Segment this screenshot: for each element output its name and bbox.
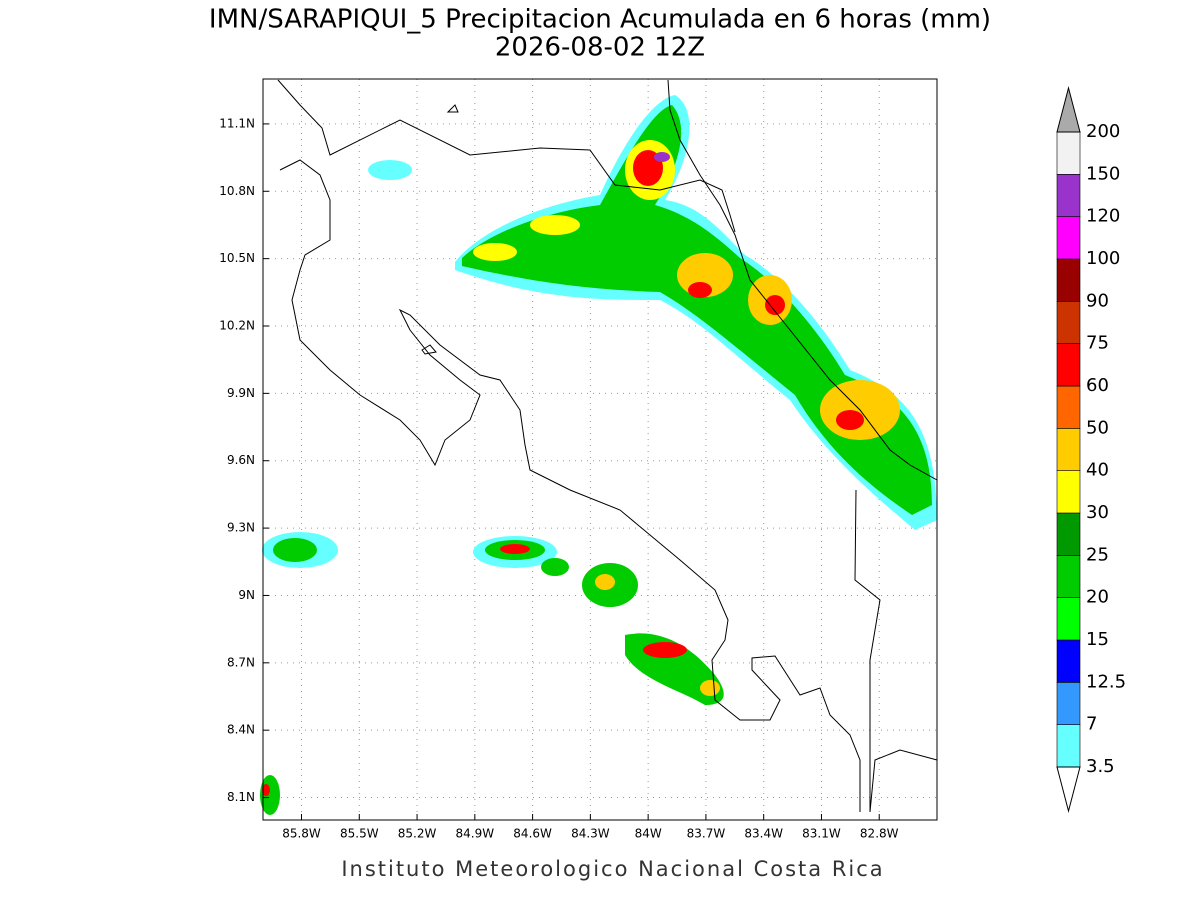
lon-tick-label: 83.4W — [744, 827, 783, 841]
rain-core — [836, 410, 864, 430]
colorbar-label: 25 — [1086, 544, 1109, 565]
colorbar-bin — [1056, 174, 1081, 217]
rain-area — [541, 558, 569, 576]
colorbar-bin — [1056, 512, 1081, 556]
coastline — [869, 749, 938, 813]
rain-core — [688, 282, 712, 298]
footer: Instituto Meteorologico Nacional Costa R… — [341, 857, 884, 881]
lon-tick-label: 85.5W — [340, 827, 379, 841]
colorbar-bin — [1056, 343, 1081, 387]
lat-tick-label: 9.3N — [227, 521, 255, 535]
coastline — [277, 79, 736, 233]
colorbar-label: 60 — [1086, 375, 1109, 396]
rain-core — [500, 544, 530, 554]
island — [446, 104, 459, 113]
lon-tick-label: 83.7W — [687, 827, 726, 841]
colorbar-under — [1056, 766, 1081, 813]
colorbar-bin — [1056, 470, 1081, 514]
colorbar-label: 7 — [1086, 714, 1097, 735]
lat-tick-label: 9.6N — [227, 453, 255, 467]
rain-core — [262, 784, 270, 796]
colorbar-bin — [1056, 639, 1081, 683]
colorbar-label: 120 — [1086, 206, 1120, 227]
colorbar: 3.5 7 12.5 15 20 25 30 40 50 60 75 90 100 120 150 200 — [1056, 86, 1126, 813]
rain-core — [595, 574, 615, 590]
lat-tick-label: 10.2N — [219, 319, 255, 333]
lon-tick-label: 83.1W — [802, 827, 841, 841]
rain-band-south — [260, 160, 724, 815]
lon-tick-label: 84.9W — [456, 827, 495, 841]
rain-core — [643, 642, 687, 658]
colorbar-over — [1056, 86, 1081, 133]
colorbar-label: 3.5 — [1086, 756, 1115, 777]
lat-tick-label: 8.7N — [227, 655, 255, 669]
rain-core — [530, 215, 580, 235]
colorbar-label: 30 — [1086, 502, 1109, 523]
colorbar-bin — [1056, 301, 1081, 344]
lon-tick-label: 85.2W — [398, 827, 437, 841]
colorbar-label: 12.5 — [1086, 671, 1126, 692]
rain-core — [654, 152, 670, 162]
subtitle: 2026-08-02 12Z — [495, 33, 705, 63]
colorbar-label: 15 — [1086, 629, 1109, 650]
colorbar-label: 50 — [1086, 417, 1109, 438]
colorbar-bin — [1056, 216, 1081, 260]
border — [667, 79, 938, 481]
colorbar-label: 150 — [1086, 163, 1120, 184]
lon-tick-label: 84.6W — [513, 827, 552, 841]
lat-tick-label: 8.4N — [227, 723, 255, 737]
rain-area — [273, 538, 317, 562]
lat-tick-label: 11.1N — [219, 116, 255, 130]
precipitation-field — [260, 95, 937, 815]
rain-core — [765, 295, 785, 315]
colorbar-bin — [1056, 131, 1081, 175]
lon-tick-label: 84.3W — [571, 827, 610, 841]
border — [854, 489, 881, 812]
lat-tick-label: 10.5N — [219, 251, 255, 265]
lon-tick-label: 85.8W — [282, 827, 321, 841]
rain-band-north — [455, 95, 937, 530]
colorbar-label: 40 — [1086, 460, 1109, 481]
colorbar-bin — [1056, 555, 1081, 598]
colorbar-bin — [1056, 682, 1081, 725]
colorbar-bin — [1056, 385, 1081, 429]
rain-core — [700, 680, 720, 696]
lat-tick-label: 9.9N — [227, 386, 255, 400]
colorbar-bin — [1056, 258, 1081, 302]
island — [421, 344, 437, 355]
lat-tick-label: 9N — [238, 588, 255, 602]
colorbar-bin — [1056, 428, 1081, 471]
colorbar-label: 100 — [1086, 248, 1120, 269]
coastlines — [277, 79, 938, 813]
lon-tick-label: 82.8W — [860, 827, 899, 841]
colorbar-label: 20 — [1086, 587, 1109, 608]
title: IMN/SARAPIQUI_5 Precipitacion Acumulada … — [209, 5, 991, 35]
lat-tick-label: 8.1N — [227, 790, 255, 804]
lon-tick-label: 84W — [635, 827, 662, 841]
colorbar-label: 90 — [1086, 290, 1109, 311]
rain-area — [368, 160, 412, 180]
map-frame — [262, 78, 938, 821]
colorbar-label: 75 — [1086, 333, 1109, 354]
lat-tick-label: 10.8N — [219, 184, 255, 198]
coastline — [279, 159, 861, 812]
colorbar-bin — [1056, 597, 1081, 641]
colorbar-bin — [1056, 724, 1081, 768]
rain-core — [473, 243, 517, 261]
rain-area — [462, 105, 932, 515]
colorbar-label: 200 — [1086, 121, 1120, 142]
